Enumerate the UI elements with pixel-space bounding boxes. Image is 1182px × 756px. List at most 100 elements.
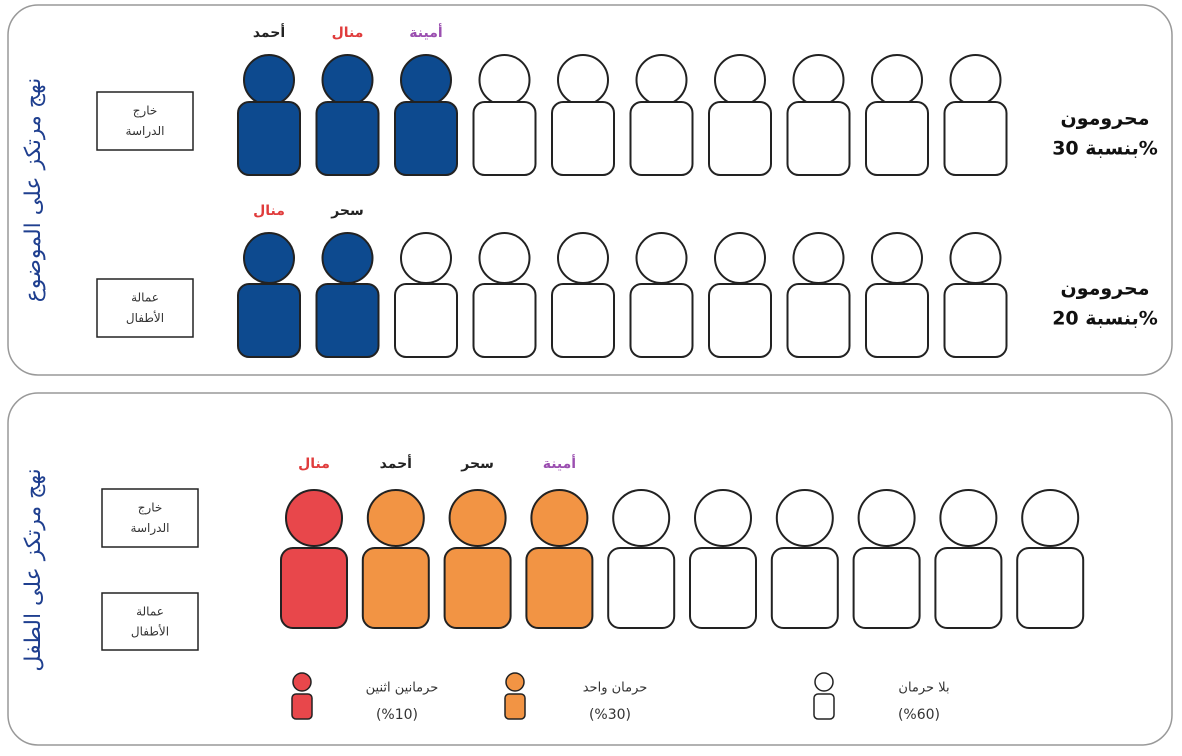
figure-head — [321, 54, 374, 106]
figure-body — [786, 101, 851, 176]
figure-body — [629, 283, 694, 358]
legend-share: (%10) — [376, 707, 418, 723]
figure-head — [635, 54, 688, 106]
figure-body — [770, 547, 839, 629]
figure-body — [934, 547, 1003, 629]
legend-head — [505, 672, 525, 692]
person-name: سحر — [460, 456, 494, 472]
figure-head — [478, 232, 531, 284]
figure-head — [400, 54, 452, 106]
box-label: الدراسة — [131, 521, 170, 536]
figure-head — [714, 232, 766, 284]
figure-body — [443, 547, 512, 629]
figure-head — [478, 54, 531, 106]
figure-body — [280, 547, 348, 629]
category-box — [101, 488, 199, 548]
box-label: عمالة — [136, 604, 164, 618]
category-box — [96, 91, 194, 151]
figure-body — [943, 283, 1008, 358]
row-label: بنسبة 20% — [1052, 308, 1158, 330]
figure-body — [315, 283, 380, 358]
figure-head — [949, 54, 1002, 106]
figure-body — [551, 283, 615, 358]
person-name: سحر — [330, 203, 364, 219]
figure-head — [775, 489, 834, 547]
figure-body — [472, 101, 537, 176]
figure-body — [786, 283, 851, 358]
figure-head — [366, 489, 425, 547]
row-label: بنسبة 30% — [1052, 138, 1158, 160]
person-name: منال — [298, 456, 330, 472]
legend-label: حرمان واحد — [583, 681, 648, 696]
figure-head — [285, 489, 343, 547]
figure-body — [472, 283, 537, 358]
person-name: أحمد — [380, 454, 412, 472]
figure-head — [792, 232, 845, 284]
figure-body — [394, 101, 458, 176]
figure-body — [708, 101, 772, 176]
figure-head — [448, 489, 507, 547]
legend-head — [814, 672, 834, 692]
figure-body — [525, 547, 594, 629]
box-label: الأطفال — [131, 623, 169, 638]
person-name: أمينة — [409, 23, 442, 41]
category-box — [96, 278, 194, 338]
box-label: خارج — [138, 501, 163, 516]
figure-head — [612, 489, 671, 547]
person-name: أحمد — [253, 23, 285, 41]
figure-head — [714, 54, 766, 106]
person-name: أمينة — [543, 454, 576, 472]
figure-body — [237, 283, 301, 358]
figure-head — [557, 232, 609, 284]
legend-body — [504, 693, 526, 720]
person-name: منال — [332, 25, 364, 41]
figure-head — [530, 489, 589, 547]
legend-share: (%30) — [589, 707, 631, 723]
figure-head — [857, 489, 916, 547]
legend-head — [292, 672, 312, 692]
figure-body — [708, 283, 772, 358]
figure-head — [949, 232, 1002, 284]
figure-body — [1016, 547, 1085, 629]
figure-body — [394, 283, 458, 358]
row-label: محرومون — [1061, 278, 1150, 300]
figure-head — [792, 54, 845, 106]
figure-body — [689, 547, 757, 629]
figure-body — [865, 283, 929, 358]
figure-head — [871, 54, 923, 106]
figure-head — [694, 489, 752, 547]
figure-body — [361, 547, 430, 629]
figure-body — [551, 101, 615, 176]
box-label: خارج — [133, 104, 158, 119]
figure-body — [237, 101, 301, 176]
figure-head — [400, 232, 452, 284]
figure-head — [321, 232, 374, 284]
legend-label: حرمانين اثنين — [366, 681, 439, 696]
figure-head — [939, 489, 998, 547]
figure-body — [607, 547, 676, 629]
figure-head — [557, 54, 609, 106]
box-label: الأطفال — [126, 310, 164, 325]
row-label: محرومون — [1061, 108, 1150, 130]
legend-label: بلا حرمان — [898, 681, 949, 696]
figure-head — [871, 232, 923, 284]
legend-body — [291, 693, 313, 720]
category-box — [101, 592, 199, 651]
legend-body — [813, 693, 835, 720]
figure-body — [943, 101, 1008, 176]
figure-head — [635, 232, 688, 284]
figure-head — [243, 54, 295, 106]
box-label: عمالة — [131, 291, 159, 305]
figure-body — [852, 547, 921, 629]
box-label: الدراسة — [126, 124, 165, 139]
legend-share: (%60) — [898, 707, 940, 723]
figure-body — [315, 101, 380, 176]
side-title: نهج مرتكز على الموضوع — [21, 78, 46, 303]
figure-body — [865, 101, 929, 176]
figure-head — [1021, 489, 1080, 547]
person-name: منال — [253, 203, 285, 219]
side-title: نهج مرتكز على الطفل — [21, 468, 46, 671]
figure-head — [243, 232, 295, 284]
figure-body — [629, 101, 694, 176]
